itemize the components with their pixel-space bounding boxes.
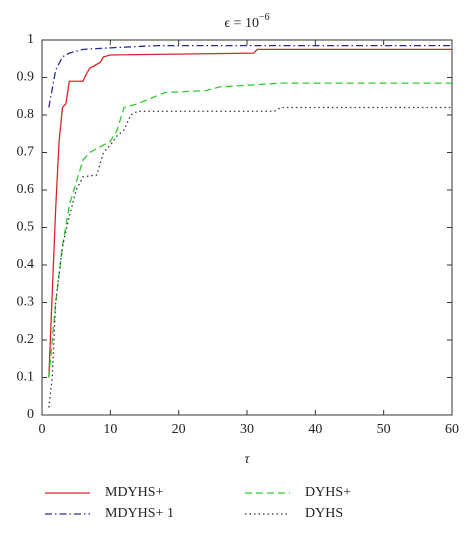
series-line: [48, 44, 452, 108]
x-tick-label: 40: [308, 422, 322, 437]
y-tick-label: 0.3: [17, 295, 35, 310]
series-line: [48, 82, 452, 378]
series-line: [48, 48, 452, 378]
y-tick-label: 0.6: [17, 182, 35, 197]
legend-label: DYHS+: [305, 485, 351, 500]
x-tick-label: 60: [445, 422, 459, 437]
x-tick-label: 20: [172, 422, 186, 437]
title-exponent: −6: [259, 12, 270, 23]
y-tick-label: 0.7: [17, 145, 35, 160]
y-tick-label: 0.9: [17, 70, 35, 85]
legend-label: MDYHS+ 1: [105, 506, 174, 521]
x-tick-label: 30: [240, 422, 254, 437]
y-tick-label: 1: [27, 32, 34, 47]
title-base: ϵ = 10: [224, 16, 259, 31]
y-tick-label: 0.1: [17, 370, 35, 385]
legend-label: DYHS: [305, 506, 343, 521]
y-tick-label: 0: [27, 407, 34, 422]
plot-frame: [41, 39, 453, 416]
x-tick-label: 0: [39, 422, 46, 437]
x-axis-label: τ: [244, 452, 250, 467]
y-tick-label: 0.8: [17, 107, 35, 122]
y-tick-label: 0.4: [17, 257, 35, 272]
legend-label: MDYHS+: [105, 485, 164, 500]
y-tick-label: 0.2: [17, 332, 35, 347]
x-tick-label: 50: [377, 422, 391, 437]
chart-title: ϵ = 10−6: [224, 12, 269, 31]
series-line: [48, 106, 452, 408]
x-tick-label: 10: [103, 422, 117, 437]
y-tick-label: 0.5: [17, 220, 35, 235]
